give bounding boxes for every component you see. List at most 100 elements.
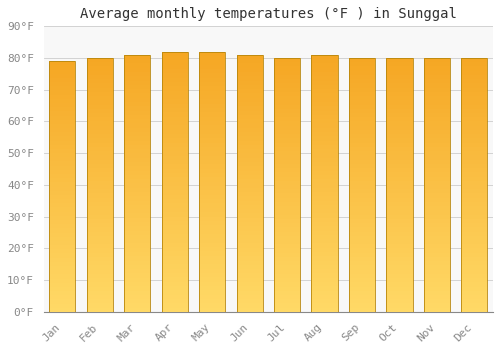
Bar xyxy=(236,209,262,214)
Bar xyxy=(199,282,226,286)
Bar xyxy=(424,96,450,100)
Bar xyxy=(349,308,375,312)
Bar xyxy=(386,189,412,194)
Bar xyxy=(86,168,113,172)
Bar xyxy=(50,220,76,224)
Bar xyxy=(349,71,375,75)
Bar xyxy=(386,66,412,71)
Bar xyxy=(236,269,262,273)
Bar xyxy=(124,205,150,209)
Bar xyxy=(461,71,487,75)
Bar xyxy=(312,63,338,68)
Bar xyxy=(424,113,450,117)
Bar xyxy=(349,287,375,291)
Bar xyxy=(349,248,375,253)
Bar xyxy=(50,191,76,195)
Bar xyxy=(86,92,113,96)
Bar xyxy=(349,274,375,278)
Bar xyxy=(274,71,300,75)
Bar xyxy=(124,132,150,136)
Bar xyxy=(199,147,226,152)
Bar xyxy=(86,66,113,71)
Bar xyxy=(199,156,226,160)
Bar xyxy=(50,241,76,245)
Bar xyxy=(86,176,113,181)
Bar xyxy=(236,63,262,68)
Bar xyxy=(274,66,300,71)
Bar xyxy=(86,223,113,227)
Bar xyxy=(461,88,487,92)
Bar xyxy=(199,256,226,260)
Bar xyxy=(124,209,150,214)
Bar xyxy=(236,308,262,312)
Bar xyxy=(461,92,487,96)
Bar xyxy=(312,278,338,282)
Bar xyxy=(50,182,76,187)
Bar xyxy=(349,223,375,227)
Bar xyxy=(312,286,338,290)
Bar xyxy=(236,218,262,222)
Bar xyxy=(199,52,226,56)
Bar xyxy=(274,299,300,303)
Bar xyxy=(162,217,188,221)
Bar xyxy=(312,166,338,170)
Bar xyxy=(461,236,487,240)
Bar xyxy=(424,109,450,113)
Bar xyxy=(236,235,262,239)
Bar xyxy=(424,139,450,143)
Bar xyxy=(236,128,262,132)
Bar xyxy=(461,257,487,261)
Bar xyxy=(312,158,338,162)
Bar xyxy=(349,253,375,257)
Bar xyxy=(86,236,113,240)
Bar xyxy=(199,152,226,156)
Bar xyxy=(199,112,226,117)
Bar xyxy=(199,78,226,82)
Bar xyxy=(274,295,300,299)
Bar xyxy=(199,243,226,247)
Bar xyxy=(124,85,150,89)
Bar xyxy=(424,181,450,185)
Bar xyxy=(274,176,300,181)
Bar xyxy=(50,216,76,220)
Bar xyxy=(349,92,375,96)
Bar xyxy=(162,251,188,256)
Bar xyxy=(274,164,300,168)
Bar xyxy=(461,223,487,227)
Bar xyxy=(124,80,150,85)
Bar xyxy=(199,108,226,112)
Bar xyxy=(50,299,76,303)
Bar xyxy=(199,160,226,164)
Bar xyxy=(349,117,375,121)
Bar xyxy=(199,95,226,99)
Bar xyxy=(312,239,338,243)
Bar xyxy=(86,291,113,295)
Bar xyxy=(199,290,226,295)
Bar xyxy=(424,75,450,79)
Bar xyxy=(312,243,338,248)
Bar xyxy=(274,248,300,253)
Bar xyxy=(461,79,487,83)
Bar xyxy=(386,134,412,139)
Bar xyxy=(349,194,375,198)
Bar xyxy=(312,145,338,149)
Bar xyxy=(461,151,487,155)
Bar xyxy=(236,248,262,252)
Bar xyxy=(199,130,226,134)
Bar xyxy=(386,147,412,151)
Bar xyxy=(50,90,76,94)
Bar xyxy=(50,203,76,208)
Bar xyxy=(386,164,412,168)
Bar xyxy=(274,96,300,100)
Bar xyxy=(424,168,450,172)
Bar xyxy=(86,58,113,62)
Bar xyxy=(424,172,450,176)
Bar xyxy=(236,256,262,260)
Bar xyxy=(274,240,300,244)
Bar xyxy=(461,176,487,181)
Bar xyxy=(424,240,450,244)
Bar xyxy=(162,173,188,177)
Bar xyxy=(312,128,338,132)
Bar xyxy=(236,93,262,98)
Bar xyxy=(312,196,338,201)
